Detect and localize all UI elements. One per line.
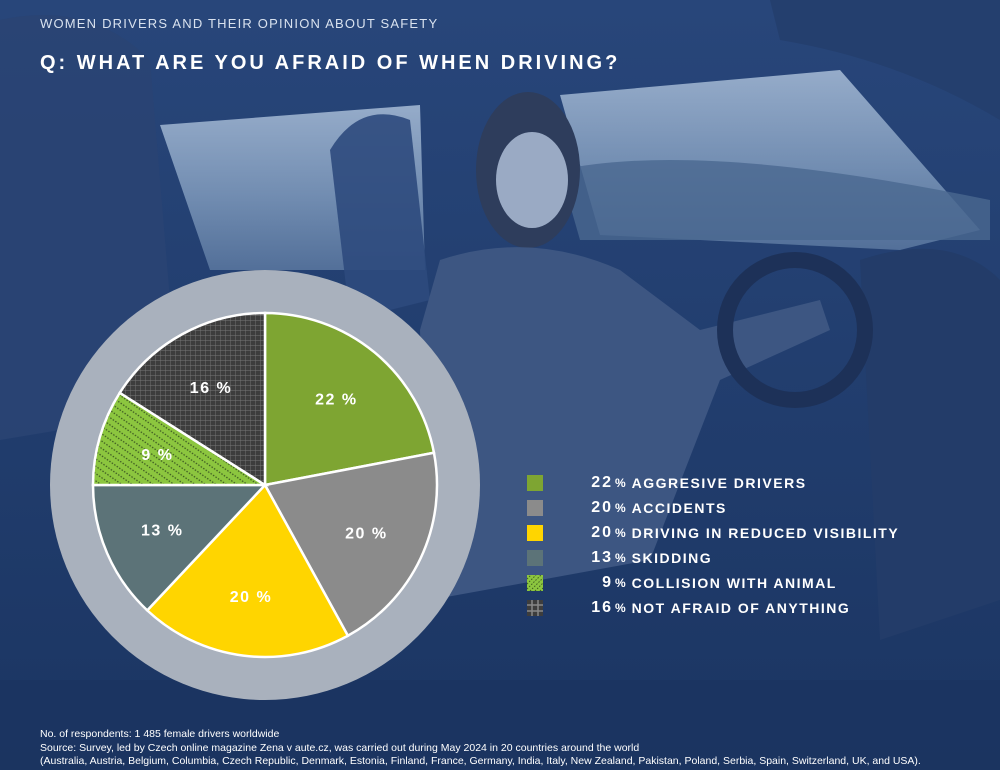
legend-label: NOT AFRAID OF ANYTHING [631,599,851,616]
legend: 22 % AGGRESIVE DRIVERS 20 % ACCIDENTS 20… [527,470,899,620]
legend-label: AGGRESIVE DRIVERS [631,474,807,491]
legend-value: 20 [591,498,613,516]
respondents-note: No. of respondents: 1 485 female drivers… [40,728,280,740]
source-note: Source: Survey, led by Czech online maga… [40,741,640,754]
legend-value: 20 [591,523,613,541]
footer-notes: No. of respondents: 1 485 female drivers… [40,728,921,769]
legend-item-visibility: 20 % DRIVING IN REDUCED VISIBILITY [527,520,899,545]
legend-percent-sign: % [615,550,626,565]
legend-swatch-nothing [527,599,543,616]
pie-slice [263,311,436,487]
pie-slice-label: 9 % [141,447,173,464]
pie-slice-label: 13 % [141,522,183,539]
legend-label: DRIVING IN REDUCED VISIBILITY [631,524,900,541]
countries-note: (Australia, Austria, Belgium, Columbia, … [40,755,921,767]
header-kicker: WOMEN DRIVERS AND THEIR OPINION ABOUT SA… [40,16,439,31]
pie-slice [118,311,267,488]
legend-item-aggressive: 22 % AGGRESIVE DRIVERS [527,470,899,495]
pie-slice-label: 20 % [230,589,272,606]
legend-swatch-animal [527,574,543,591]
legend-swatch-skidding [527,549,543,566]
legend-percent-sign: % [615,575,626,590]
legend-item-nothing: 16 % NOT AFRAID OF ANYTHING [527,595,899,620]
legend-value: 9 [602,573,613,591]
pie-slice-label: 16 % [190,380,232,397]
legend-value: 22 [591,473,613,491]
pie-slice [91,483,268,613]
legend-value: 16 [591,598,613,616]
legend-label: SKIDDING [631,549,713,566]
legend-percent-sign: % [615,600,626,615]
legend-item-animal: 9 % COLLISION WITH ANIMAL [527,570,899,595]
pie-slice [91,391,270,487]
legend-label: COLLISION WITH ANIMAL [631,574,837,591]
legend-item-accidents: 20 % ACCIDENTS [527,495,899,520]
legend-label: ACCIDENTS [631,499,727,516]
legend-value: 13 [591,548,613,566]
legend-percent-sign: % [615,500,626,515]
legend-swatch-accidents [527,499,543,516]
pie-slice-label: 22 % [315,392,357,409]
legend-item-skidding: 13 % SKIDDING [527,545,899,570]
pie-slice [145,482,350,659]
legend-swatch-visibility [527,524,543,541]
legend-percent-sign: % [615,525,626,540]
pie-slice-label: 20 % [345,526,387,543]
driver-silhouette [420,92,873,600]
legend-swatch-aggressive [527,474,543,491]
legend-percent-sign: % [615,475,626,490]
pie-slice [263,451,439,638]
chart-title: Q: WHAT ARE YOU AFRAID OF WHEN DRIVING? [40,52,621,74]
